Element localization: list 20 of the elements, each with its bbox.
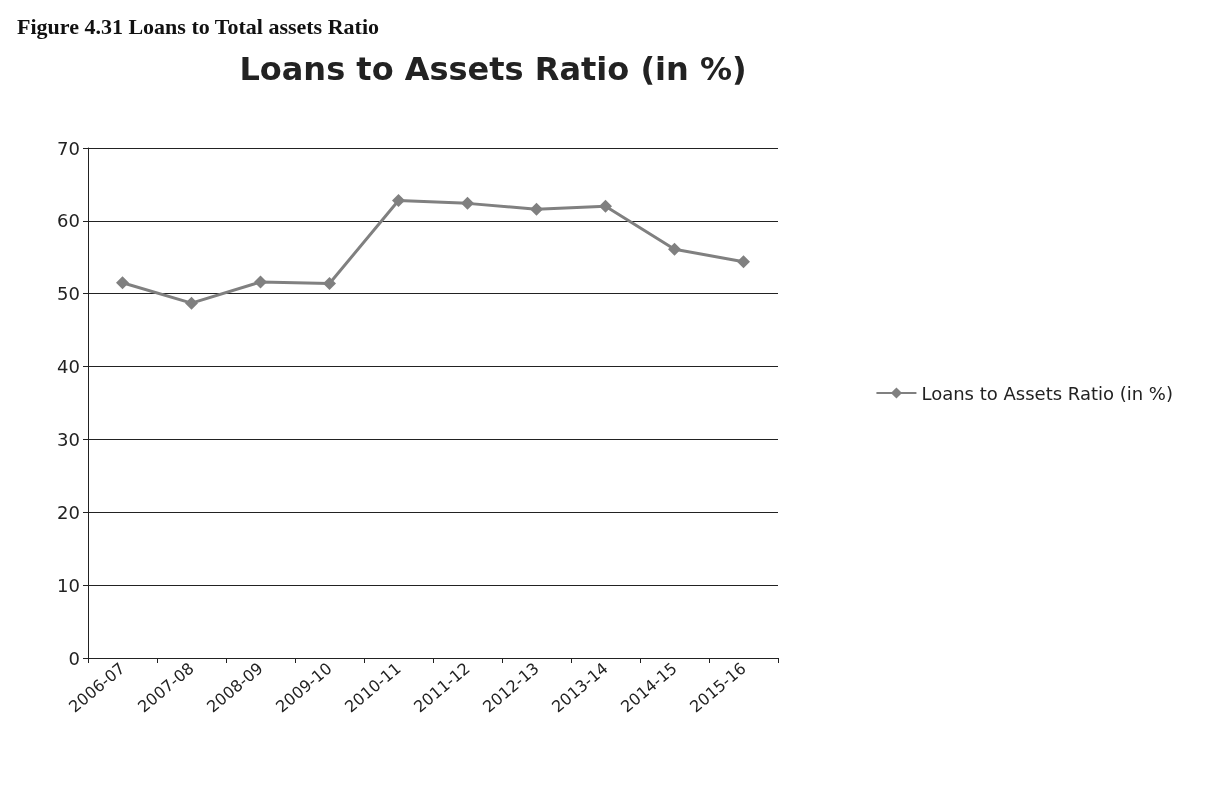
- y-tick-label: 30: [57, 428, 80, 450]
- point: [323, 277, 336, 291]
- point: [254, 275, 267, 289]
- point: [737, 255, 750, 269]
- point: [668, 242, 681, 256]
- y-tick-label: 50: [57, 283, 80, 305]
- y-tick-label: 10: [57, 574, 80, 596]
- point: [599, 199, 612, 213]
- point: [530, 202, 543, 216]
- chart-title: Loans to Assets Ratio (in %): [239, 50, 747, 88]
- y-tick-label: 60: [57, 210, 80, 232]
- point: [116, 276, 129, 290]
- caption: Figure 4.31 Loans to Total assets Ratio: [17, 13, 380, 39]
- point: [185, 296, 198, 310]
- legend-label: Loans to Assets Ratio (in %): [921, 382, 1174, 404]
- y-tick-label: 70: [57, 137, 80, 159]
- y-tick-label: 20: [57, 501, 80, 523]
- y-tick-label: 40: [57, 356, 80, 378]
- point: [461, 196, 474, 210]
- point: [392, 193, 405, 207]
